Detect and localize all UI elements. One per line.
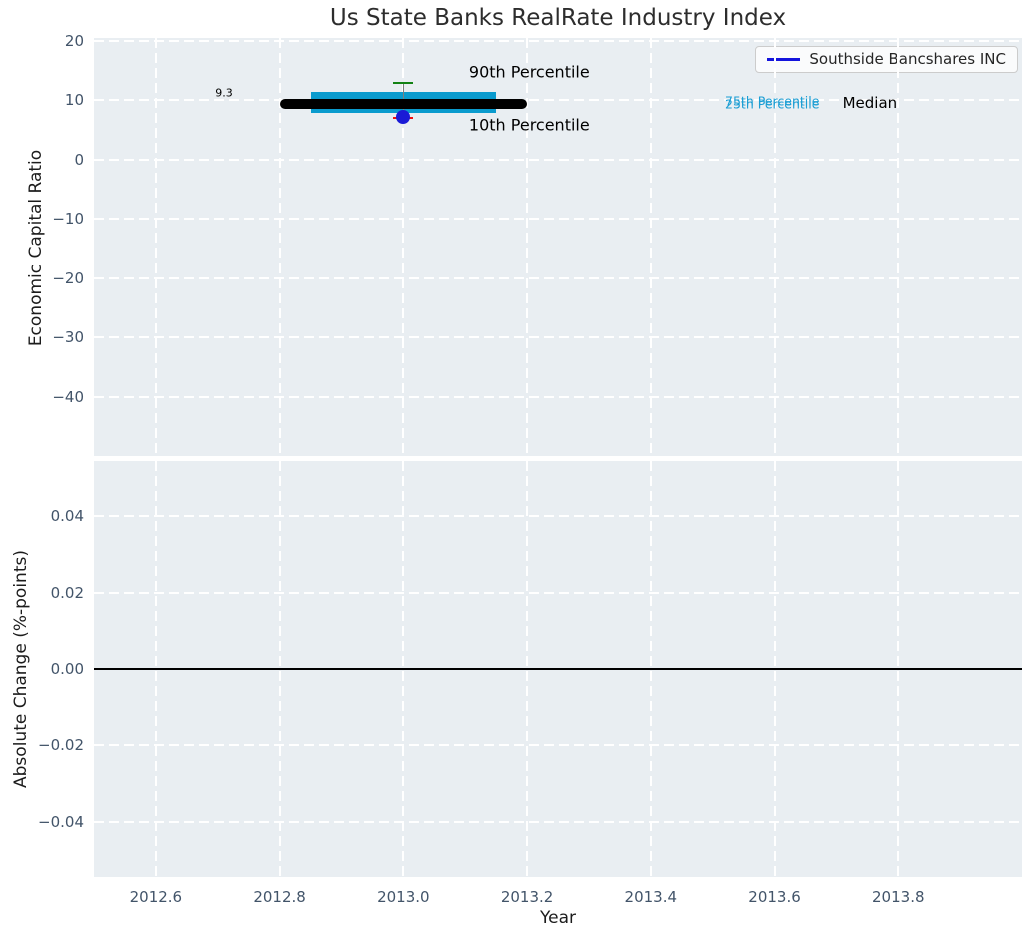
y-gridline xyxy=(94,39,1022,42)
x-axis-label: Year xyxy=(540,908,576,928)
x-tick-label: 2013.4 xyxy=(624,888,678,906)
y-gridline xyxy=(94,277,1022,280)
x-gridline xyxy=(649,38,652,456)
whisker-cap-90th xyxy=(393,81,414,85)
annotation-90th-percentile: 90th Percentile xyxy=(468,62,590,82)
x-gridline xyxy=(773,38,776,456)
annotation-75th-percentile: 75th Percentile xyxy=(725,93,820,109)
y-tick-label: −0.04 xyxy=(38,812,84,831)
y-gridline xyxy=(94,515,1022,518)
y-gridline xyxy=(94,158,1022,161)
y-gridline xyxy=(94,217,1022,220)
y-tick-label: 0.02 xyxy=(50,583,84,602)
y-tick-label: 20 xyxy=(64,31,84,50)
legend-label: Southside Bancshares INC xyxy=(809,50,1006,68)
x-gridline xyxy=(154,38,157,456)
y-gridline xyxy=(94,591,1022,594)
legend: Southside Bancshares INC xyxy=(755,46,1018,73)
top-axes xyxy=(94,38,1022,456)
annotation-median: Median xyxy=(842,94,898,113)
y-tick-label: −30 xyxy=(52,328,84,347)
y-gridline xyxy=(94,820,1022,823)
y-gridline xyxy=(94,395,1022,398)
x-tick-label: 2013.0 xyxy=(377,888,430,906)
y-tick-label: −10 xyxy=(52,209,84,228)
top-y-axis-label: Economic Capital Ratio xyxy=(26,149,46,347)
y-gridline xyxy=(94,99,1022,102)
company-marker xyxy=(396,110,411,125)
y-tick-label: 0 xyxy=(74,150,84,169)
annotation-9-3: 9.3 xyxy=(215,86,233,100)
median-line xyxy=(279,99,528,110)
x-gridline xyxy=(402,38,405,456)
y-tick-label: −40 xyxy=(52,387,84,406)
y-tick-label: −0.02 xyxy=(38,736,84,755)
y-tick-label: −20 xyxy=(52,269,84,288)
y-tick-label: 0.00 xyxy=(50,660,84,678)
annotation-25th-percentile: 25th Percentile xyxy=(725,96,820,112)
y-tick-label: 10 xyxy=(64,91,84,110)
y-tick-label: 0.04 xyxy=(50,507,84,526)
x-tick-label: 2012.8 xyxy=(253,888,306,906)
x-tick-label: 2012.6 xyxy=(129,888,183,906)
annotation-10th-percentile: 10th Percentile xyxy=(468,115,590,135)
zero-line xyxy=(94,668,1022,670)
x-tick-label: 2013.2 xyxy=(500,888,554,906)
x-tick-label: 2013.6 xyxy=(748,888,801,906)
legend-line-sample xyxy=(767,57,801,61)
chart-title: Us State Banks RealRate Industry Index xyxy=(329,5,787,31)
y-gridline xyxy=(94,336,1022,339)
y-gridline xyxy=(94,744,1022,747)
x-tick-label: 2013.8 xyxy=(872,888,925,906)
x-gridline xyxy=(526,38,529,456)
x-gridline xyxy=(897,38,900,456)
x-gridline xyxy=(278,38,281,456)
